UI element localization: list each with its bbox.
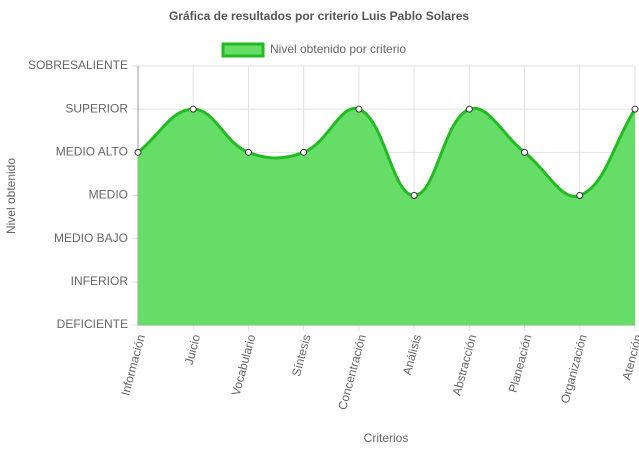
x-tick-label: Abstracción — [450, 333, 480, 397]
data-point — [631, 105, 639, 113]
y-axis-title: Nivel obtenido — [4, 158, 18, 234]
line — [137, 106, 637, 198]
y-tick-label: MEDIO ALTO — [56, 145, 128, 159]
x-tick-label: Atención — [619, 333, 639, 382]
x-tick-label: Juicio — [182, 333, 204, 367]
x-tick-label: Información — [118, 333, 148, 397]
y-tick-label: MEDIO BAJO — [54, 231, 128, 245]
chart-title: Gráfica de resultados por criterio Luis … — [169, 9, 469, 23]
data-point — [134, 148, 142, 156]
x-tick-label: Síntesis — [289, 333, 314, 378]
x-axis-title: Criterios — [364, 431, 409, 445]
data-point — [521, 148, 529, 156]
y-tick-label: MEDIO — [89, 188, 128, 202]
data-point — [465, 105, 473, 113]
x-tick-label: Organización — [558, 333, 590, 405]
legend-swatch — [221, 42, 265, 58]
data-point — [300, 148, 308, 156]
area — [138, 108, 635, 325]
data-point — [355, 105, 363, 113]
data-point — [244, 148, 252, 156]
x-tick-label: Concentración — [335, 333, 369, 411]
y-tick-label: INFERIOR — [71, 274, 129, 288]
y-tick-label: SUPERIOR — [65, 101, 128, 115]
data-point — [410, 192, 418, 199]
x-tick-label: Planeación — [506, 333, 535, 394]
data-point — [576, 192, 584, 199]
legend-label: Nivel obtenido por criterio — [270, 42, 406, 56]
x-tick-label: Análisis — [400, 333, 424, 377]
y-tick-label: DEFICIENTE — [57, 317, 128, 331]
x-tick-label: Vocabulario — [229, 333, 259, 398]
data-point — [189, 105, 197, 113]
y-tick-label: SOBRESALIENTE — [28, 58, 128, 72]
